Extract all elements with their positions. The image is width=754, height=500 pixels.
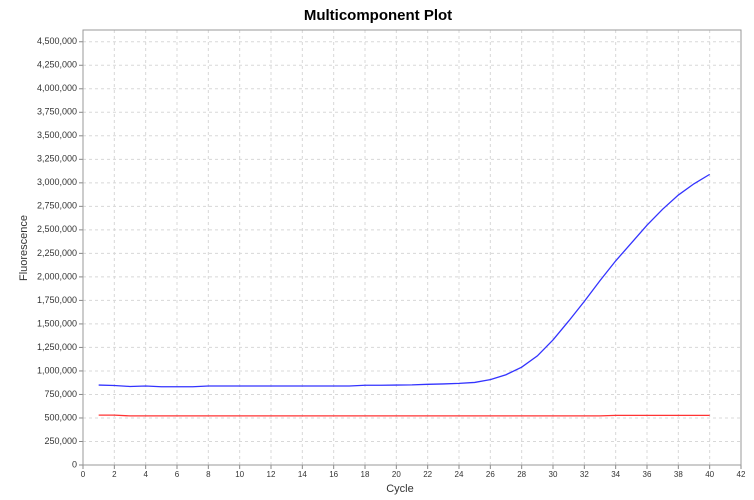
y-tick-label: 4,250,000 xyxy=(37,60,77,70)
y-tick-label: 3,000,000 xyxy=(37,177,77,187)
x-tick-label: 26 xyxy=(486,470,495,479)
x-tick-label: 42 xyxy=(737,470,746,479)
x-tick-label: 14 xyxy=(298,470,307,479)
y-tick-label: 500,000 xyxy=(44,412,77,422)
x-tick-label: 12 xyxy=(267,470,276,479)
series-line xyxy=(98,414,710,417)
x-tick-label: 8 xyxy=(206,470,211,479)
x-tick-label: 0 xyxy=(81,470,86,479)
x-tick-label: 30 xyxy=(549,470,558,479)
series-line xyxy=(98,173,711,388)
x-tick-label: 38 xyxy=(674,470,683,479)
y-tick-label: 1,250,000 xyxy=(37,342,77,352)
y-tick-label: 2,750,000 xyxy=(37,201,77,211)
x-tick-label: 28 xyxy=(517,470,526,479)
y-tick-label: 4,000,000 xyxy=(37,83,77,93)
chart-title: Multicomponent Plot xyxy=(304,7,452,24)
y-tick-label: 2,000,000 xyxy=(37,271,77,281)
x-tick-label: 18 xyxy=(361,470,370,479)
x-axis-label: Cycle xyxy=(386,483,414,495)
x-tick-label: 40 xyxy=(705,470,714,479)
y-tick-label: 4,500,000 xyxy=(37,36,77,46)
x-tick-label: 32 xyxy=(580,470,589,479)
x-tick-label: 20 xyxy=(392,470,401,479)
y-tick-label: 0 xyxy=(72,459,77,469)
y-axis-label: Fluorescence xyxy=(18,215,30,281)
y-tick-label: 250,000 xyxy=(44,436,77,446)
y-tick-label: 1,000,000 xyxy=(37,365,77,375)
y-tick-label: 2,500,000 xyxy=(37,224,77,234)
y-tick-label: 1,500,000 xyxy=(37,318,77,328)
x-tick-label: 16 xyxy=(329,470,338,479)
y-tick-label: 2,250,000 xyxy=(37,248,77,258)
x-tick-label: 2 xyxy=(112,470,117,479)
y-tick-label: 3,250,000 xyxy=(37,154,77,164)
x-tick-label: 6 xyxy=(175,470,180,479)
y-tick-label: 3,500,000 xyxy=(37,130,77,140)
x-tick-label: 36 xyxy=(643,470,652,479)
x-tick-label: 34 xyxy=(611,470,620,479)
y-tick-label: 1,750,000 xyxy=(37,295,77,305)
x-tick-label: 24 xyxy=(455,470,464,479)
x-tick-label: 4 xyxy=(143,470,148,479)
y-tick-label: 750,000 xyxy=(44,389,77,399)
x-tick-label: 10 xyxy=(235,470,244,479)
y-tick-label: 3,750,000 xyxy=(37,107,77,117)
x-tick-label: 22 xyxy=(423,470,432,479)
plot-border xyxy=(82,29,742,466)
